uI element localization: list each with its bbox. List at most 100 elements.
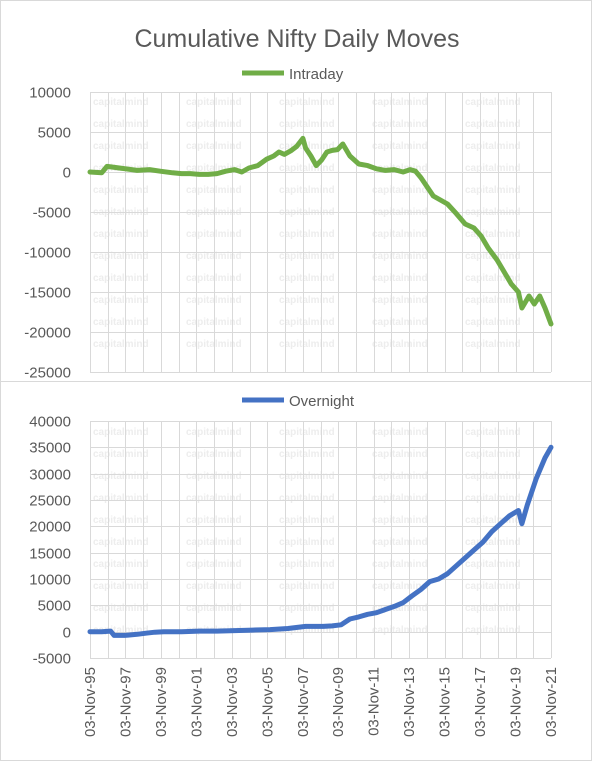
- watermark-text: capitalmind: [186, 163, 242, 174]
- y-tick-label: 35000: [29, 440, 71, 457]
- x-tick-label: 03-Nov-21: [543, 667, 560, 737]
- watermark-text: capitalmind: [465, 119, 521, 130]
- watermark-text: capitalmind: [279, 119, 335, 130]
- watermark-text: capitalmind: [186, 185, 242, 196]
- watermark-text: capitalmind: [465, 559, 521, 570]
- watermark-text: capitalmind: [372, 295, 428, 306]
- watermark-text: capitalmind: [465, 625, 521, 636]
- x-tick-label: 03-Nov-15: [437, 667, 454, 737]
- watermark-text: capitalmind: [372, 515, 428, 526]
- watermark-text: capitalmind: [372, 537, 428, 548]
- watermark-text: capitalmind: [372, 339, 428, 350]
- watermark-text: capitalmind: [279, 317, 335, 328]
- watermark-text: capitalmind: [93, 339, 149, 350]
- watermark-text: capitalmind: [372, 559, 428, 570]
- watermark-text: capitalmind: [372, 141, 428, 152]
- watermark-text: capitalmind: [279, 581, 335, 592]
- watermark-text: capitalmind: [93, 141, 149, 152]
- watermark-text: capitalmind: [372, 581, 428, 592]
- watermark-text: capitalmind: [186, 449, 242, 460]
- watermark-text: capitalmind: [465, 471, 521, 482]
- watermark-text: capitalmind: [279, 603, 335, 614]
- watermark-text: capitalmind: [465, 185, 521, 196]
- watermark-text: capitalmind: [465, 427, 521, 438]
- watermark-text: capitalmind: [93, 449, 149, 460]
- series-line-overnight: [87, 444, 554, 638]
- watermark-text: capitalmind: [372, 185, 428, 196]
- watermark-text: capitalmind: [93, 493, 149, 504]
- watermark-text: capitalmind: [465, 603, 521, 614]
- legend-intraday-label: Intraday: [289, 66, 344, 83]
- watermark-text: capitalmind: [372, 273, 428, 284]
- watermark-text: capitalmind: [372, 251, 428, 262]
- y-tick-label: -15000: [24, 285, 71, 302]
- watermark-text: capitalmind: [372, 625, 428, 636]
- watermark-text: capitalmind: [186, 427, 242, 438]
- watermark-text: capitalmind: [93, 97, 149, 108]
- watermark-text: capitalmind: [93, 273, 149, 284]
- y-tick-label: 0: [63, 625, 71, 642]
- watermark-text: capitalmind: [186, 471, 242, 482]
- y-tick-label: 20000: [29, 519, 71, 536]
- watermark-text: capitalmind: [279, 515, 335, 526]
- watermark-text: capitalmind: [465, 317, 521, 328]
- watermark-text: capitalmind: [186, 317, 242, 328]
- watermark-text: capitalmind: [279, 471, 335, 482]
- watermark-text: capitalmind: [465, 163, 521, 174]
- watermark-text: capitalmind: [186, 559, 242, 570]
- watermark-text: capitalmind: [186, 295, 242, 306]
- x-tick-label: 03-Nov-97: [117, 667, 134, 737]
- watermark-text: capitalmind: [93, 515, 149, 526]
- watermark-text: capitalmind: [279, 339, 335, 350]
- y-tick-label: 5000: [38, 125, 71, 142]
- watermark-text: capitalmind: [465, 537, 521, 548]
- watermark-text: capitalmind: [372, 97, 428, 108]
- watermark-text: capitalmind: [93, 119, 149, 130]
- watermark-text: capitalmind: [372, 163, 428, 174]
- watermark-text: capitalmind: [279, 559, 335, 570]
- watermark-text: capitalmind: [279, 97, 335, 108]
- watermark-text: capitalmind: [93, 581, 149, 592]
- watermark-text: capitalmind: [93, 471, 149, 482]
- x-tick-label: 03-Nov-07: [295, 667, 312, 737]
- y-tick-label: -10000: [24, 245, 71, 262]
- watermark-text: capitalmind: [465, 493, 521, 504]
- x-tick-label: 03-Nov-05: [259, 667, 276, 737]
- x-tick-label: 03-Nov-09: [330, 667, 347, 737]
- watermark-text: capitalmind: [93, 625, 149, 636]
- x-tick-label: 03-Nov-01: [188, 667, 205, 737]
- watermark-text: capitalmind: [279, 251, 335, 262]
- x-tick-label: 03-Nov-17: [472, 667, 489, 737]
- y-tick-label: -20000: [24, 325, 71, 342]
- watermark-text: capitalmind: [93, 317, 149, 328]
- watermark-text: capitalmind: [186, 97, 242, 108]
- watermark-text: capitalmind: [465, 449, 521, 460]
- y-tick-label: -5000: [33, 205, 71, 222]
- watermark-text: capitalmind: [93, 185, 149, 196]
- watermark-text: capitalmind: [279, 185, 335, 196]
- y-tick-label: 40000: [29, 414, 71, 431]
- watermark-text: capitalmind: [465, 515, 521, 526]
- watermark-text: capitalmind: [93, 295, 149, 306]
- watermark-text: capitalmind: [372, 119, 428, 130]
- watermark-text: capitalmind: [279, 273, 335, 284]
- watermark-text: capitalmind: [372, 229, 428, 240]
- watermark-text: capitalmind: [93, 229, 149, 240]
- x-tick-label: 03-Nov-99: [153, 667, 170, 737]
- watermark-text: capitalmind: [372, 427, 428, 438]
- watermark-text: capitalmind: [372, 471, 428, 482]
- watermark-text: capitalmind: [186, 581, 242, 592]
- watermark-text: capitalmind: [186, 251, 242, 262]
- legend-intraday: Intraday: [242, 66, 344, 83]
- watermark-text: capitalmind: [186, 339, 242, 350]
- watermark-text: capitalmind: [465, 339, 521, 350]
- watermark-text: capitalmind: [186, 141, 242, 152]
- watermark-text: capitalmind: [279, 493, 335, 504]
- watermark-text: capitalmind: [279, 163, 335, 174]
- x-tick-label: 03-Nov-19: [508, 667, 525, 737]
- watermark-text: capitalmind: [279, 295, 335, 306]
- series-line-intraday: [87, 135, 554, 327]
- watermark-text: capitalmind: [186, 537, 242, 548]
- watermark-text: capitalmind: [465, 229, 521, 240]
